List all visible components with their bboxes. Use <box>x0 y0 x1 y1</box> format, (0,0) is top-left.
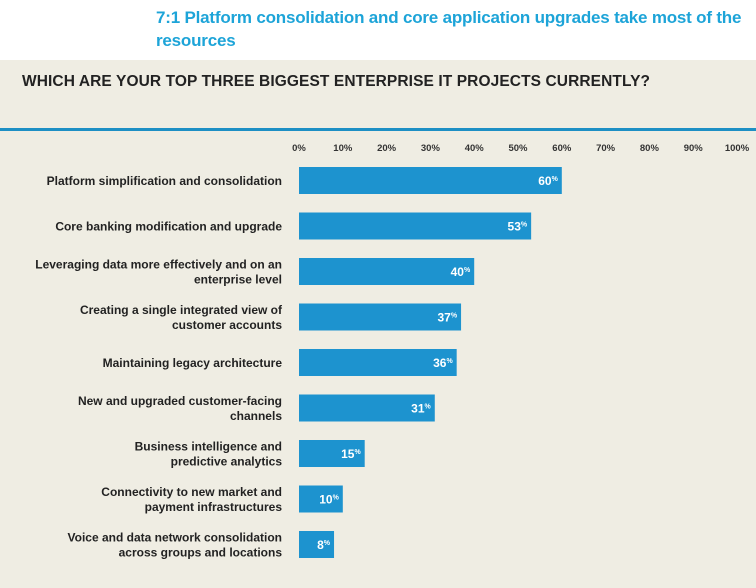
bar <box>299 349 457 376</box>
category-label: Connectivity to new market and payment in… <box>101 485 282 514</box>
bar <box>299 440 365 467</box>
bar-value-label: 53% <box>508 220 528 234</box>
bar <box>299 258 475 285</box>
bar-value-label: 60% <box>538 174 558 188</box>
x-tick-label: 20% <box>377 143 397 154</box>
x-tick-label: 70% <box>596 143 616 154</box>
bar <box>299 485 343 513</box>
x-tick-label: 80% <box>640 143 660 154</box>
category-label: Business intelligence and predictive anal… <box>135 440 283 469</box>
chart-title: WHICH ARE YOUR TOP THREE BIGGEST ENTERPR… <box>22 73 651 90</box>
x-tick-label: 50% <box>508 143 528 154</box>
category-label: New and upgraded customer-facing channels <box>78 394 282 423</box>
category-label: Core banking modification and upgrade <box>55 220 282 234</box>
category-label: Maintaining legacy architecture <box>103 356 283 370</box>
bar-value-label: 31% <box>411 402 431 416</box>
chart-heading: 7:1 Platform consolidation and core appl… <box>156 8 742 50</box>
category-label: Platform simplification and consolidatio… <box>47 174 282 188</box>
x-tick-label: 60% <box>552 143 572 154</box>
x-tick-label: 0% <box>292 143 306 154</box>
x-tick-label: 90% <box>684 143 704 154</box>
bar <box>299 212 532 240</box>
bar-value-label: 37% <box>437 311 457 325</box>
x-tick-label: 30% <box>421 143 441 154</box>
category-label: Voice and data network consolidation acro… <box>68 531 283 560</box>
bar-value-label: 8% <box>317 538 331 552</box>
bar-value-label: 10% <box>319 493 339 507</box>
x-tick-label: 100% <box>725 143 750 154</box>
bar-value-label: 36% <box>433 356 453 370</box>
category-label: Leveraging data more effectively and on … <box>35 258 282 287</box>
bar <box>299 303 462 331</box>
category-label: Creating a single integrated view of cust… <box>80 303 283 332</box>
divider-rule <box>0 128 756 131</box>
header-band: 7:1 Platform consolidation and core appl… <box>0 0 756 60</box>
bar-value-label: 15% <box>341 447 361 461</box>
x-tick-label: 10% <box>333 143 353 154</box>
x-tick-label: 40% <box>465 143 485 154</box>
bar <box>299 394 435 422</box>
bar-value-label: 40% <box>451 265 471 279</box>
bar <box>299 531 335 558</box>
bar <box>299 167 562 194</box>
